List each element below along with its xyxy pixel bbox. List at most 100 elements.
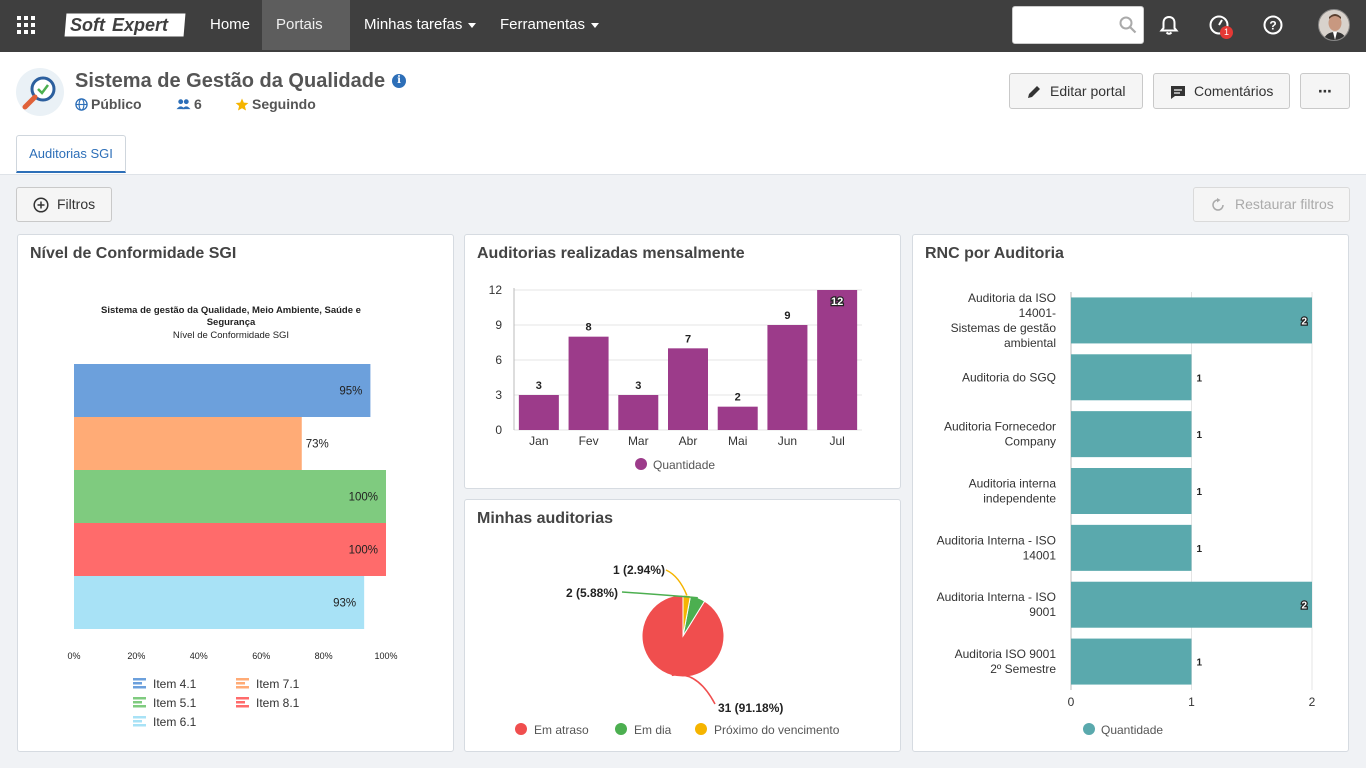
x-tick-label: Jan [529, 434, 548, 448]
bar-jan[interactable] [518, 395, 559, 430]
rnc-bar[interactable] [1071, 297, 1312, 344]
legend-swatch [236, 705, 249, 708]
legend-label[interactable]: Item 8.1 [256, 696, 300, 710]
data-label: 7 [685, 333, 691, 345]
nav-home[interactable]: Home [210, 16, 251, 33]
filters-button[interactable]: Filtros [16, 187, 112, 222]
y-category-label: Auditoria interna [969, 477, 1057, 491]
legend-label[interactable]: Em atraso [534, 723, 589, 737]
legend-swatch [133, 697, 146, 700]
y-category-label: ambiental [1004, 336, 1056, 350]
nav-portais[interactable]: Portais [262, 0, 350, 78]
bell-icon[interactable] [1158, 14, 1180, 36]
legend-swatch [1083, 723, 1095, 735]
x-tick-label: 40% [190, 651, 208, 661]
nav-minhas-tarefas[interactable]: Minhas tarefas [350, 0, 490, 50]
user-avatar[interactable] [1318, 9, 1350, 41]
bar-item-8-1[interactable] [74, 523, 386, 576]
bar-fev[interactable] [568, 336, 609, 430]
y-category-label: 14001- [1019, 306, 1056, 320]
panel-title: RNC por Auditoria [925, 245, 1064, 262]
legend-label[interactable]: Próximo do vencimento [714, 723, 840, 737]
data-label: 9 [784, 310, 790, 322]
slice-connector [665, 569, 688, 596]
help-icon[interactable]: ? [1262, 14, 1284, 36]
legend-label[interactable]: Quantidade [1101, 723, 1163, 737]
bar-mai[interactable] [717, 406, 758, 430]
legend-swatch [236, 682, 245, 685]
bar-jun[interactable] [767, 325, 808, 430]
gauge-icon[interactable] [1208, 14, 1230, 36]
legend-swatch [695, 723, 707, 735]
comments-button[interactable]: Comentários [1153, 73, 1290, 109]
x-tick-label: 60% [252, 651, 270, 661]
restore-filters-button[interactable]: Restaurar filtros [1193, 187, 1350, 222]
data-label: 2 (5.88%) [566, 586, 618, 600]
x-tick-label: Mai [728, 434, 747, 448]
rnc-bar[interactable] [1071, 468, 1192, 514]
svg-text:Expert: Expert [112, 15, 169, 35]
y-category-label: Company [1005, 435, 1056, 449]
more-options-button[interactable]: ⋯ [1300, 73, 1350, 109]
bar-item-4-1[interactable] [74, 364, 371, 417]
data-label: 8 [586, 322, 592, 334]
legend-swatch [133, 716, 146, 719]
search-input[interactable] [1019, 7, 1119, 43]
legend-swatch [236, 686, 249, 689]
following-status[interactable]: Seguindo [235, 96, 316, 112]
users-icon [176, 99, 191, 110]
legend-label[interactable]: Item 5.1 [153, 696, 197, 710]
legend-label[interactable]: Item 7.1 [256, 677, 300, 691]
globe-icon [75, 98, 88, 111]
y-category-label: 14001 [1023, 548, 1057, 562]
rnc-bar[interactable] [1071, 581, 1312, 628]
y-category-label: independente [983, 492, 1056, 506]
legend-label[interactable]: Item 4.1 [153, 677, 197, 691]
panel-my-audits: Minhas auditorias 31 (91.18%) 2 (5.88%) 1 … [464, 499, 901, 752]
search-icon[interactable] [1119, 16, 1137, 34]
data-label: 73% [306, 439, 329, 451]
tab-auditorias-sgi[interactable]: Auditorias SGI [16, 135, 126, 173]
rnc-bar[interactable] [1071, 411, 1192, 458]
y-tick-label: 12 [489, 283, 503, 297]
edit-portal-button[interactable]: Editar portal [1009, 73, 1143, 109]
x-tick-label: Fev [579, 434, 599, 448]
top-navigation-bar: Soft Expert Home Portais Minhas tarefas … [0, 0, 1366, 78]
bar-mar[interactable] [618, 395, 659, 430]
data-label: 1 (2.94%) [613, 563, 665, 577]
y-category-label: 2º Semestre [990, 662, 1056, 676]
legend-label[interactable]: Em dia [634, 723, 672, 737]
members-count[interactable]: 6 [176, 96, 202, 112]
nav-ferramentas[interactable]: Ferramentas [486, 0, 613, 50]
legend-swatch [133, 682, 142, 685]
slice-2[interactable] [682, 594, 692, 637]
legend-swatch [236, 697, 249, 700]
bar-abr[interactable] [668, 348, 708, 430]
data-label: 2 [1301, 601, 1307, 612]
apps-grid-icon[interactable] [16, 15, 36, 35]
data-label: 2 [735, 392, 741, 404]
notification-badge: 1 [1220, 26, 1233, 39]
rnc-bar[interactable] [1071, 354, 1192, 401]
info-icon[interactable]: i [392, 74, 406, 88]
legend-swatch [133, 686, 146, 689]
data-label: 12 [831, 296, 843, 308]
data-label: 1 [1197, 373, 1203, 384]
rnc-bar[interactable] [1071, 638, 1192, 685]
pencil-icon [1028, 86, 1040, 98]
legend-swatch [635, 458, 647, 470]
legend-label[interactable]: Quantidade [653, 458, 715, 472]
softexpert-logo[interactable]: Soft Expert [62, 12, 188, 38]
bar-item-5-1[interactable] [74, 470, 386, 523]
x-tick-label: 0 [1068, 695, 1075, 709]
bar-item-6-1[interactable] [74, 576, 365, 629]
y-tick-label: 6 [495, 353, 502, 367]
data-label: 1 [1197, 487, 1203, 498]
legend-label[interactable]: Item 6.1 [153, 715, 197, 729]
bar-jul[interactable] [817, 290, 858, 430]
data-label: 95% [339, 386, 362, 398]
chart-title-line-1: Sistema de gestão da Qualidade, Meio Amb… [101, 305, 361, 316]
rnc-bar[interactable] [1071, 524, 1192, 571]
bar-item-7-1[interactable] [74, 417, 302, 470]
